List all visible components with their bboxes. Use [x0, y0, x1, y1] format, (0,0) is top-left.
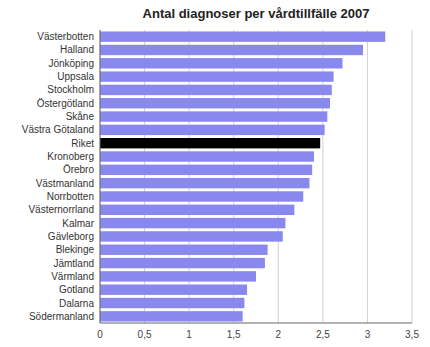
bar [100, 205, 294, 215]
x-tick-label: 2,5 [316, 329, 330, 340]
bars [100, 31, 385, 321]
y-tick-label: Västmanland [36, 178, 94, 189]
bar [100, 311, 243, 321]
y-tick-label: Kalmar [62, 218, 94, 229]
grid-line [412, 30, 413, 323]
y-tick-label: Stockholm [47, 84, 94, 95]
y-tick-label: Värmland [51, 271, 94, 282]
bar [100, 231, 283, 241]
title: Antal diagnoser per vårdtillfälle 2007 [143, 6, 370, 21]
bar [100, 218, 285, 228]
bar [100, 245, 268, 255]
x-tick-label: 0 [97, 329, 103, 340]
grid-line [367, 30, 368, 323]
y-ticks: Västerbotten Halland Jönköping Uppsala Stock… [22, 31, 95, 322]
y-tick-label: Jämtland [53, 258, 94, 269]
bar [100, 138, 320, 148]
bar [100, 31, 385, 41]
bar [100, 298, 244, 308]
bar [100, 125, 325, 135]
bar [100, 285, 247, 295]
bar [100, 111, 327, 121]
x-tick-label: 0,5 [138, 329, 152, 340]
y-tick-label: Västerbotten [37, 31, 94, 42]
y-tick-label: Blekinge [56, 244, 95, 255]
bar [100, 165, 312, 175]
bar [100, 258, 265, 268]
chart-svg: Antal diagnoser per vårdtillfälle 200700… [0, 0, 430, 347]
bar [100, 58, 342, 68]
y-axis-line [100, 30, 101, 323]
bar [100, 191, 303, 201]
y-tick-label: Södermanland [29, 311, 94, 322]
x-tick-label: 1 [186, 329, 192, 340]
bar [100, 98, 330, 108]
x-tick-label: 1,5 [227, 329, 241, 340]
x-tick-label: 2 [276, 329, 282, 340]
y-tick-label: Halland [60, 44, 94, 55]
y-tick-label: Dalarna [59, 298, 94, 309]
grid-line [100, 30, 101, 323]
y-tick-label: Örebro [63, 164, 95, 175]
y-tick-label: Gotland [59, 284, 94, 295]
chart-container: Antal diagnoser per vårdtillfälle 200700… [0, 0, 430, 347]
x-ticks: 0 0,5 1 1,5 2 2,5 3 3,5 [97, 329, 419, 340]
x-tick-label: 3 [365, 329, 371, 340]
bar [100, 45, 363, 55]
y-tick-label: Uppsala [57, 71, 94, 82]
y-tick-label: Östergötland [37, 98, 94, 109]
bar [100, 178, 309, 188]
bar [100, 85, 332, 95]
x-tick-label: 3,5 [405, 329, 419, 340]
y-tick-label: Västra Götaland [22, 124, 94, 135]
y-tick-label: Västernorrland [28, 204, 94, 215]
y-tick-label: Gävleborg [48, 231, 94, 242]
y-tick-label: Kronoberg [47, 151, 94, 162]
grid [100, 30, 412, 323]
bar [100, 151, 314, 161]
y-tick-label: Norrbotten [47, 191, 94, 202]
bar [100, 71, 334, 81]
x-axis-line [100, 323, 412, 324]
y-tick-label: Jönköping [48, 58, 94, 69]
y-tick-label: Skåne [66, 111, 95, 122]
bar [100, 271, 256, 281]
y-tick-label: Riket [71, 138, 94, 149]
